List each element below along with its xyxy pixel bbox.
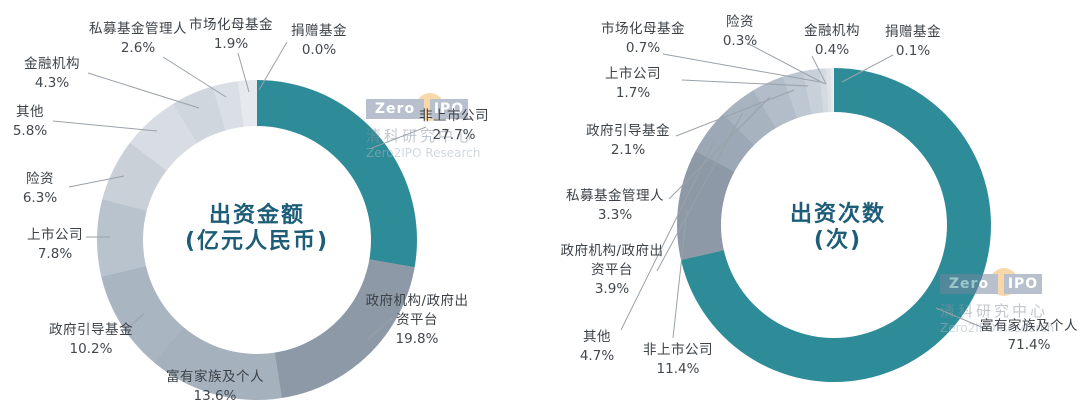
slice-label-jinrong: 金融机构 0.4% <box>804 23 860 58</box>
zero2ipo-watermark: Zero IPO 清科研究中心 Zero2IPO Research <box>940 268 1070 335</box>
slice-label-qita: 其他 5.8% <box>12 104 48 139</box>
chart-title-line2: (次) <box>813 228 863 253</box>
slice-label-fof: 市场化母基金 1.9% <box>189 17 273 52</box>
slice-label-jiazu: 富有家族及个人 71.4% <box>980 318 1078 353</box>
slice-label-jiazu: 富有家族及个人 13.6% <box>166 369 264 404</box>
watermark-en: Zero2IPO Research <box>366 146 481 160</box>
chart-title-amount: 出资金额 (亿元人民币) <box>185 203 329 255</box>
logo-ipo: IPO <box>430 99 468 119</box>
slice-label-juanzeng: 捐赠基金 0.0% <box>291 23 347 58</box>
slice-label-simuguanliren: 私募基金管理人 3.3% <box>566 188 664 223</box>
slice-label-shangshi: 上市公司 1.7% <box>605 66 661 101</box>
slice-label-simuguanliren: 私募基金管理人 2.6% <box>89 21 187 56</box>
logo-zero: Zero <box>940 274 998 294</box>
slice-label-xianzi: 险资 0.3% <box>722 14 758 49</box>
slice-label-xianzi: 险资 6.3% <box>22 171 58 206</box>
slice-label-yindao: 政府引导基金 2.1% <box>586 123 670 158</box>
slice-label-shangshi: 上市公司 7.8% <box>27 227 83 262</box>
slice-label-zhengfujigou: 政府机构/政府出资平台 3.9% <box>560 243 664 297</box>
slice-label-fof: 市场化母基金 0.7% <box>601 21 685 56</box>
chart-title-line1: 出资次数 <box>789 202 887 227</box>
slice-label-feishangshi: 非上市公司 27.7% <box>419 108 489 143</box>
logo-zero: Zero <box>366 99 424 119</box>
chart-title-count: 出资次数 (次) <box>790 202 886 254</box>
donut-hole <box>143 126 371 354</box>
donut-chart-amount <box>97 80 417 400</box>
logo-ipo: IPO <box>1004 274 1042 294</box>
chart-title-line1: 出资金额 <box>208 203 305 228</box>
slice-label-feishangshi: 非上市公司 11.4% <box>643 342 713 377</box>
slice-label-juanzeng: 捐赠基金 0.1% <box>885 24 941 59</box>
slice-label-qita: 其他 4.7% <box>579 329 615 364</box>
chart-title-line2: (亿元人民币) <box>184 229 330 254</box>
slice-label-yindao: 政府引导基金 10.2% <box>49 322 133 357</box>
slice-label-zhengfujigou: 政府机构/政府出资平台 19.8% <box>365 293 469 347</box>
slice-label-jinrong: 金融机构 4.3% <box>24 56 80 91</box>
